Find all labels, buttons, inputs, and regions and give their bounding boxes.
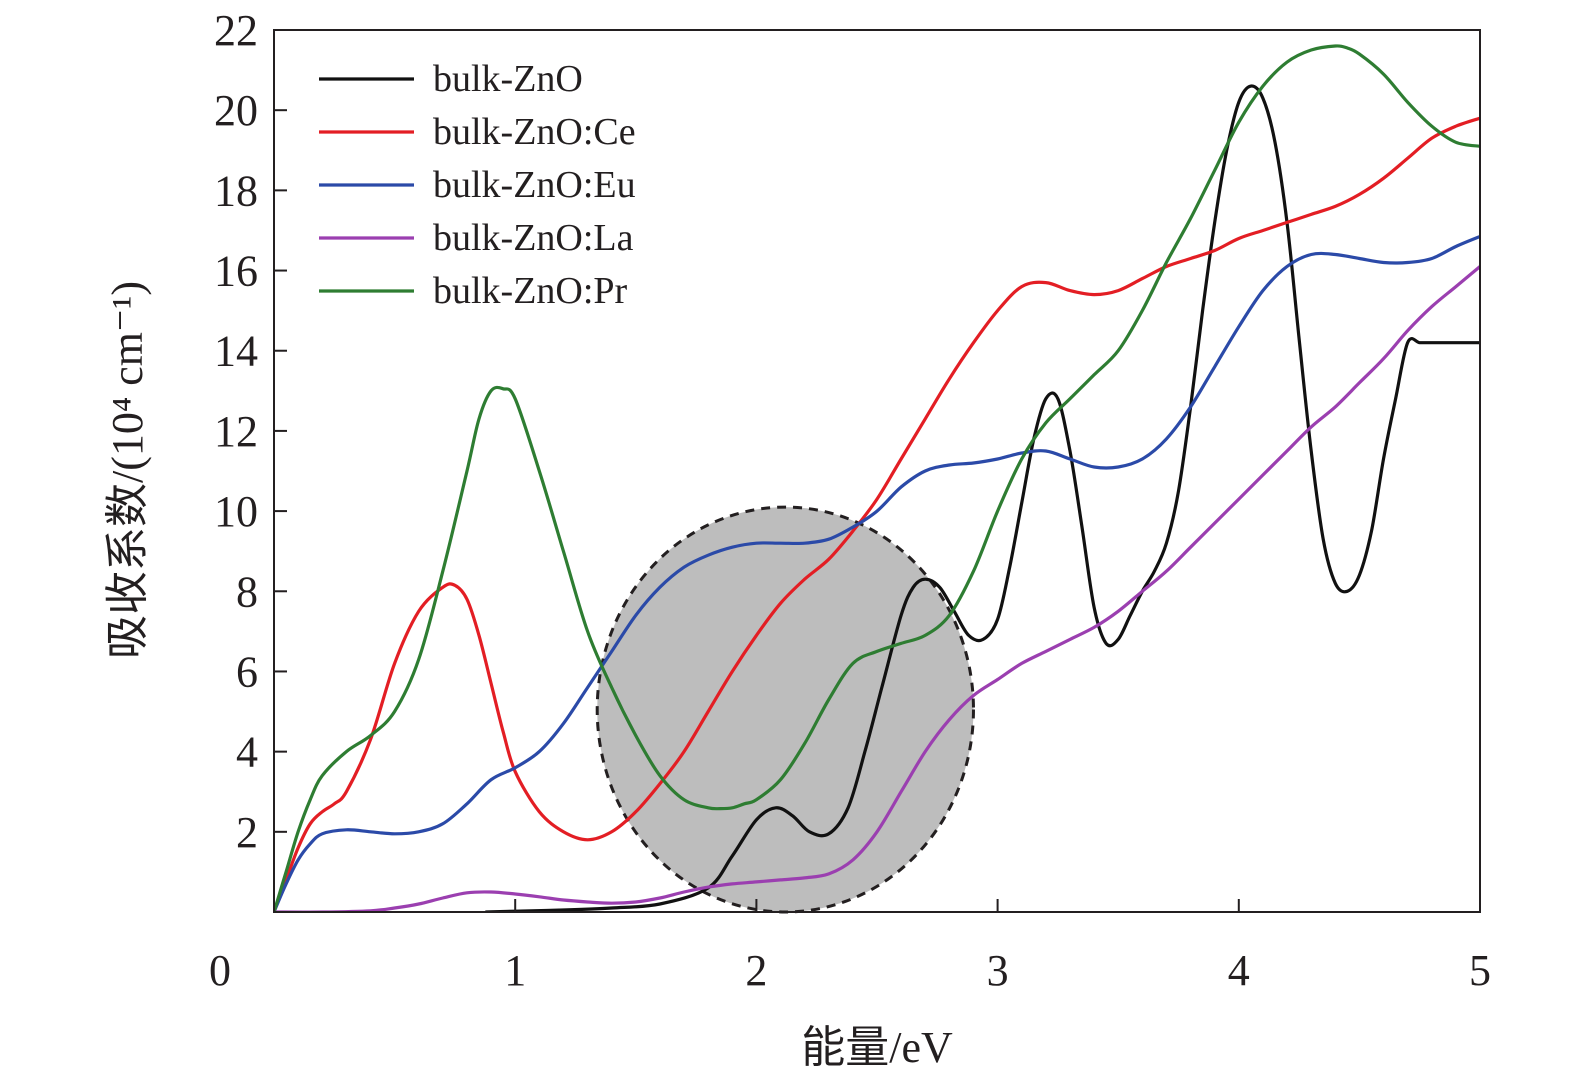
y-axis-label: 吸收系数/(10⁴ cm⁻¹): [103, 281, 152, 659]
y-tick-label: 2: [236, 808, 258, 857]
y-tick-label: 6: [236, 647, 258, 696]
x-tick-label: 0: [209, 946, 231, 995]
legend-label-bulk-zno-la: bulk-ZnO:La: [433, 217, 634, 259]
y-tick-label: 10: [214, 487, 258, 536]
series-line-bulk-zno-ce: [274, 116, 1480, 912]
legend-label-bulk-zno-pr: bulk-ZnO:Pr: [433, 270, 628, 312]
y-tick-label: 8: [236, 567, 258, 616]
y-tick-label: 20: [214, 86, 258, 135]
legend-label-bulk-zno-eu: bulk-ZnO:Eu: [433, 164, 636, 206]
series-line-bulk-zno: [484, 84, 1480, 912]
y-tick-label: 12: [214, 407, 258, 456]
y-tick-label: 14: [214, 327, 258, 376]
y-tick-label: 18: [214, 166, 258, 215]
highlight-layer: [595, 505, 975, 914]
series-line-bulk-zno-la: [274, 264, 1480, 912]
x-axis: 0 1 2 3 4 5: [209, 899, 1491, 995]
x-tick-label: 5: [1469, 946, 1491, 995]
x-axis-label: 能量/eV: [801, 1023, 953, 1072]
legend-label-bulk-zno: bulk-ZnO: [433, 58, 583, 100]
y-tick-label: 22: [214, 6, 258, 55]
x-tick-label: 2: [745, 946, 767, 995]
x-tick-label: 3: [987, 946, 1009, 995]
series-line-bulk-zno-pr: [274, 44, 1480, 912]
y-axis: 2 4 6 8 10 12 14 16 18 20 22: [214, 6, 287, 857]
plot-frame: [273, 29, 1481, 913]
legend: bulk-ZnO bulk-ZnO:Ce bulk-ZnO:Eu bulk-ZnO:L…: [319, 58, 636, 312]
y-tick-label: 16: [214, 247, 258, 296]
legend-label-bulk-zno-ce: bulk-ZnO:Ce: [433, 111, 636, 153]
x-tick-label: 4: [1228, 946, 1250, 995]
series-line-bulk-zno-eu: [274, 234, 1480, 912]
y-tick-label: 4: [236, 728, 258, 777]
x-tick-label: 1: [504, 946, 526, 995]
highlight-circle: [595, 505, 975, 914]
series-layer: [274, 44, 1480, 912]
